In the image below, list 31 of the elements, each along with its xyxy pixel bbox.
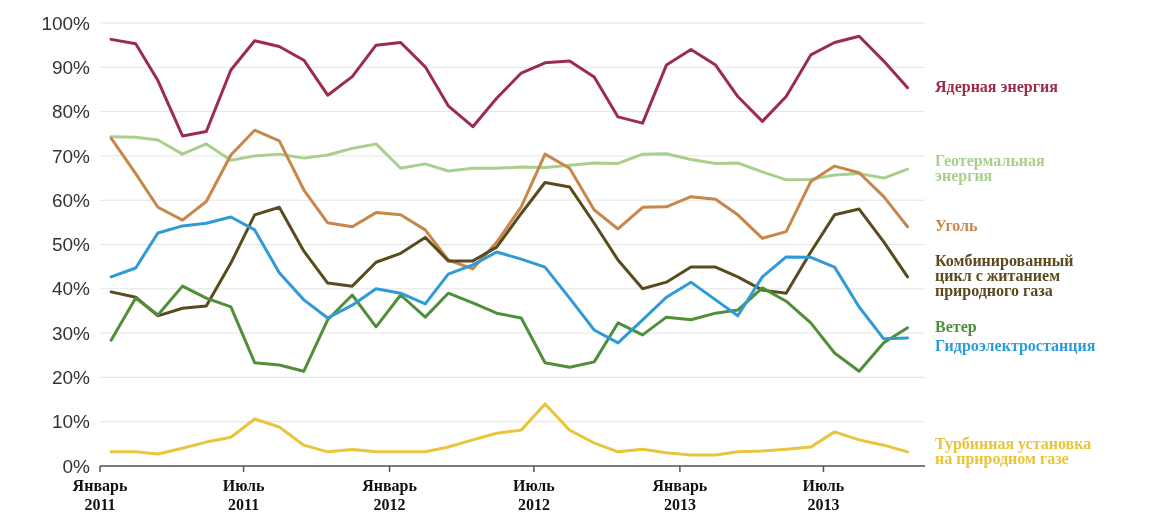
line-series [109,215,910,345]
line-series [109,128,910,271]
y-tick-label: 10% [51,411,91,433]
series-label: Турбинная установка на природном газе [935,434,1092,468]
y-tick-label: 100% [41,12,91,34]
line-series [109,135,910,182]
series-label: Ядерная энергия [935,78,1059,97]
x-tick-label: Январь 2013 [652,477,708,513]
y-tick-label: 70% [51,145,91,167]
y-tick-label: 60% [51,189,91,211]
x-tick-label: Июль 2011 [222,477,265,513]
x-tick-label: Январь 2012 [362,477,418,513]
line-series [109,180,910,318]
x-tick-label: Июль 2013 [802,477,845,513]
x-tick-label: Январь 2011 [72,477,128,513]
series-label: Уголь [935,217,979,235]
y-tick-label: 80% [51,101,91,123]
series-label: Гидроэлектростанция [935,337,1096,356]
y-tick-label: 50% [51,234,91,256]
series-label: Ветер [935,318,977,337]
y-tick-label: 90% [51,56,91,78]
series-label: Комбинированный цикл с житанием природного газа [935,252,1074,301]
y-tick-label: 30% [51,322,91,344]
y-tick-label: 0% [62,455,91,477]
x-tick-label: Июль 2012 [513,477,556,513]
y-tick-label: 20% [51,367,91,389]
line-series [109,402,910,457]
line-series [109,34,910,138]
y-tick-label: 40% [51,278,91,300]
series-label: Геотермальная энергия [935,152,1046,186]
line-series [109,284,910,373]
